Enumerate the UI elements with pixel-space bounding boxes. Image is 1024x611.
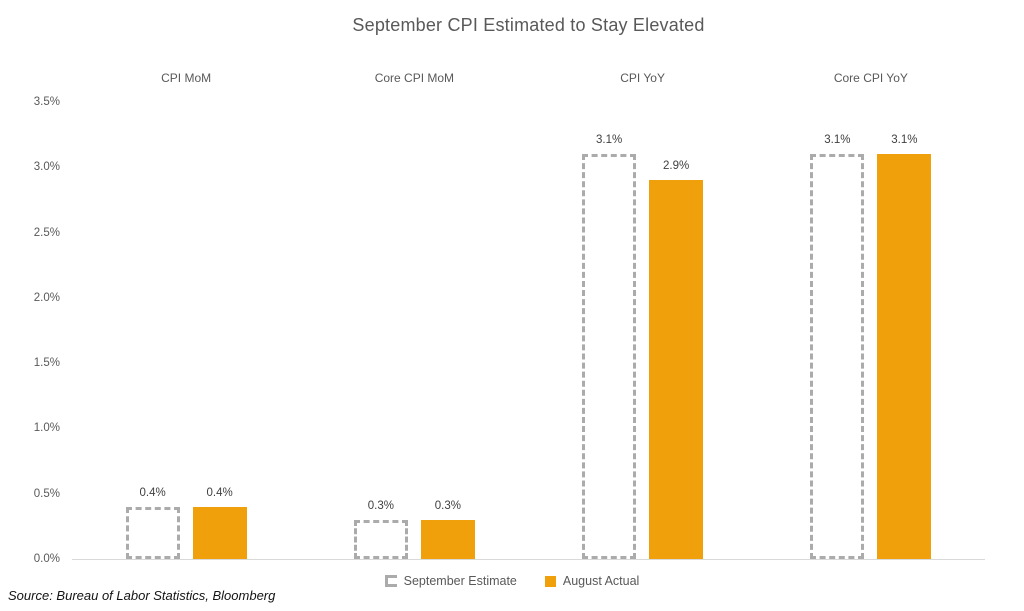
y-axis-tick-label: 0.5% xyxy=(33,487,60,500)
estimate-value-label: 3.1% xyxy=(596,134,623,147)
estimate-bar-cpi-mom xyxy=(125,506,180,559)
estimate-value-label: 0.4% xyxy=(139,486,166,499)
estimate-bar-core-cpi-yoy xyxy=(810,154,865,559)
estimate-bar-core-cpi-mom xyxy=(353,519,408,559)
category-label-cpi-yoy: CPI YoY xyxy=(620,71,665,85)
legend-label-actual: August Actual xyxy=(562,574,640,588)
actual-swatch-icon xyxy=(544,575,556,587)
legend-item-august-actual: August Actual xyxy=(544,574,640,588)
legend-item-september-estimate: September Estimate xyxy=(384,574,517,588)
actual-value-label: 3.1% xyxy=(891,134,918,147)
y-axis-tick-label: 3.0% xyxy=(33,161,60,174)
y-axis-tick-label: 1.0% xyxy=(33,422,60,435)
x-axis-line xyxy=(72,559,985,560)
actual-value-label: 0.4% xyxy=(206,486,233,499)
y-axis-tick-label: 3.5% xyxy=(33,96,60,108)
y-axis-tick-label: 2.0% xyxy=(33,291,60,304)
y-axis-tick-label: 2.5% xyxy=(33,226,60,239)
actual-bar-core-cpi-yoy xyxy=(877,154,932,559)
legend: September Estimate August Actual xyxy=(0,574,1024,588)
estimate-value-label: 0.3% xyxy=(367,499,394,512)
chart-title: September CPI Estimated to Stay Elevated xyxy=(352,15,705,35)
estimate-swatch-icon xyxy=(384,575,397,587)
estimate-value-label: 3.1% xyxy=(824,134,851,147)
source-note: Source: Bureau of Labor Statistics, Bloo… xyxy=(8,588,276,603)
actual-bar-core-cpi-mom xyxy=(420,519,475,559)
actual-bar-cpi-mom xyxy=(192,506,247,559)
estimate-bar-cpi-yoy xyxy=(582,154,637,559)
category-label-cpi-mom: CPI MoM xyxy=(161,71,212,85)
legend-label-estimate: September Estimate xyxy=(403,574,517,588)
actual-bar-cpi-yoy xyxy=(649,180,704,559)
category-label-core-cpi-yoy: Core CPI YoY xyxy=(833,71,908,85)
category-label-core-cpi-mom: Core CPI MoM xyxy=(374,71,455,85)
y-axis-tick-label: 0.0% xyxy=(33,553,60,565)
actual-value-label: 2.9% xyxy=(663,160,690,173)
y-axis-tick-label: 1.5% xyxy=(33,357,60,370)
actual-value-label: 0.3% xyxy=(434,499,461,512)
